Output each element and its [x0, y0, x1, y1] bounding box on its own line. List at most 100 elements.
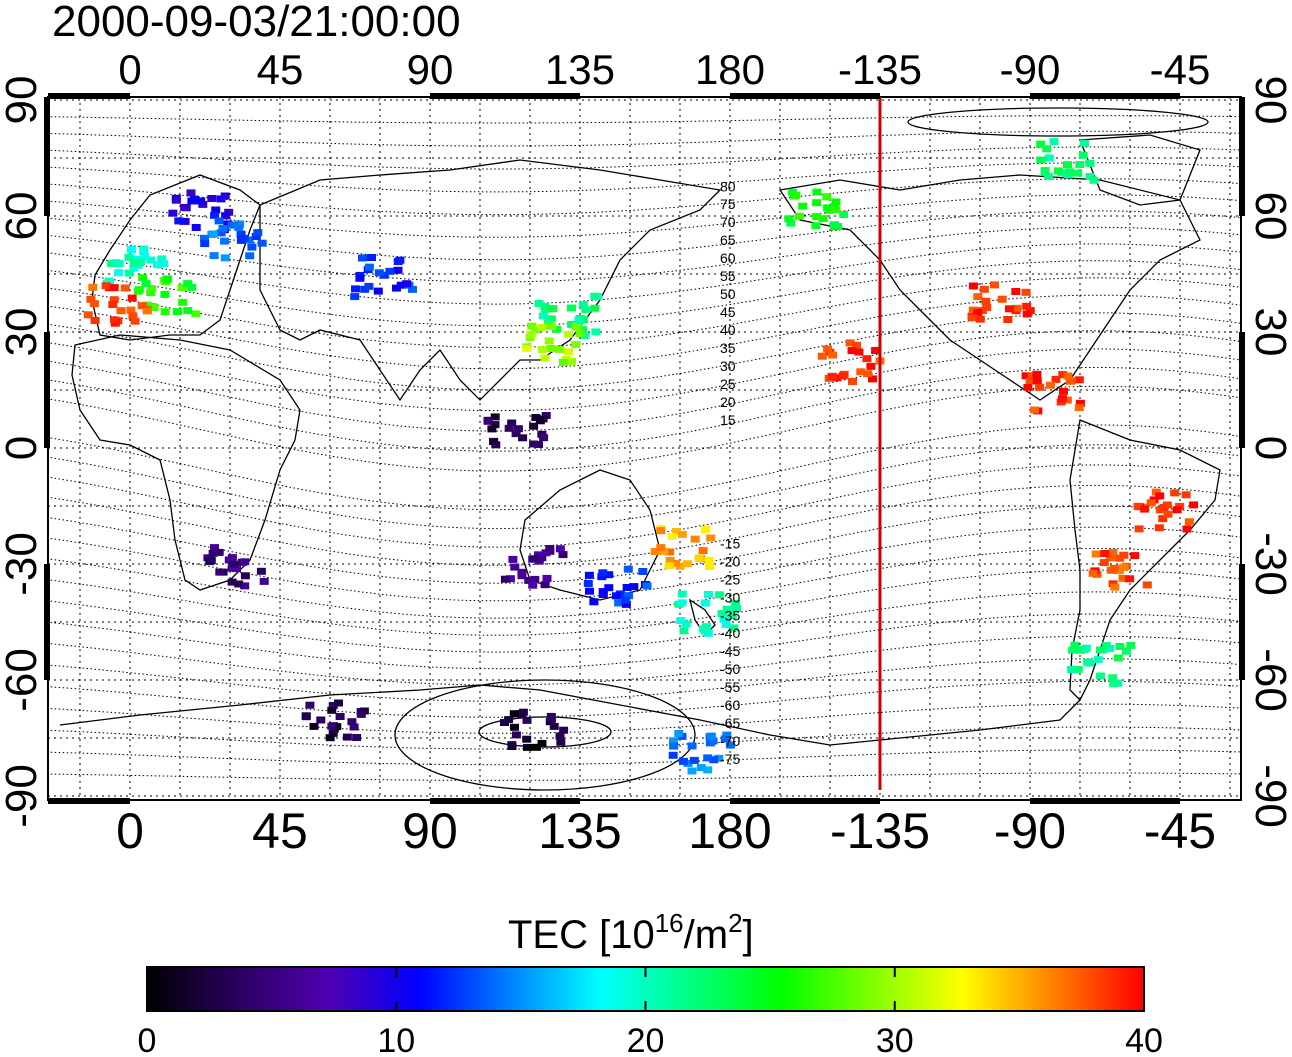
top-longitude-label: 45	[257, 46, 304, 93]
tec-sample-point	[838, 372, 848, 380]
tec-sample-point	[656, 527, 666, 535]
tec-sample-point	[1154, 524, 1164, 532]
tec-sample-point	[1012, 304, 1022, 312]
tec-sample-point	[240, 558, 250, 566]
tec-sample-point	[621, 596, 630, 604]
tec-sample-point	[571, 341, 581, 348]
tec-sample-point	[352, 734, 362, 741]
contour-line	[48, 194, 1241, 238]
tec-sample-point	[696, 764, 706, 772]
tec-sample-point	[1172, 506, 1182, 514]
tec-sample-point	[200, 240, 210, 248]
tec-sample-point	[1184, 518, 1194, 526]
contour-label: 75	[720, 196, 736, 212]
contour-line	[48, 366, 1241, 452]
tec-sample-point	[1181, 491, 1191, 499]
tec-sample-point	[1078, 151, 1088, 159]
tec-sample-point	[704, 556, 714, 564]
tec-sample-point	[546, 715, 556, 723]
tec-sample-point	[110, 316, 119, 324]
tec-sample-point	[395, 256, 405, 264]
tec-sample-point	[706, 732, 716, 740]
tec-sample-point	[257, 239, 267, 247]
tec-sample-point	[544, 337, 554, 345]
tec-sample-point	[305, 701, 315, 709]
tec-sample-point	[1074, 404, 1084, 412]
tec-sample-point	[845, 339, 855, 347]
tec-sample-point	[1140, 505, 1150, 513]
tec-sample-point	[1096, 672, 1105, 680]
tec-sample-point	[86, 295, 96, 303]
tec-sample-point	[614, 599, 624, 607]
tec-sample-point	[220, 192, 230, 200]
tec-sample-point	[656, 544, 666, 552]
contour-label: 70	[720, 214, 736, 230]
tec-sample-point	[168, 209, 178, 217]
tec-sample-point	[709, 756, 719, 764]
tec-sample-point	[402, 280, 412, 288]
tec-sample-point	[1066, 377, 1076, 385]
tec-sample-point	[982, 304, 992, 312]
tec-sample-point	[517, 568, 527, 576]
contour-labels: 80 75 70 65 60 55 50 45 40 35 30 25 20 15 -15 -20 -25 -30…	[720, 178, 740, 767]
tec-sample-point	[127, 294, 137, 302]
tec-sample-point	[227, 564, 237, 572]
tec-sample-point	[124, 253, 134, 261]
tec-sample-point	[1035, 383, 1045, 391]
tec-sample-point	[208, 549, 218, 557]
australia-coast	[519, 469, 661, 601]
top-frame-tick-bar	[730, 93, 880, 99]
contour-line	[48, 330, 1241, 412]
tec-sample-point	[677, 590, 687, 598]
tec-sample-point	[174, 217, 184, 225]
tec-sample-point	[687, 767, 697, 775]
tec-sample-point	[1119, 551, 1129, 559]
tec-sample-point	[558, 551, 568, 559]
tec-sample-point	[301, 713, 311, 721]
tec-sample-point	[559, 726, 569, 734]
bottom-frame-tick-bar	[48, 798, 130, 804]
contour-label: -75	[720, 751, 740, 767]
contour-line	[48, 772, 1241, 781]
tec-sample-point	[990, 281, 999, 289]
tec-sample-point	[667, 532, 677, 540]
tec-sample-point	[732, 605, 742, 613]
tec-sample-point	[227, 554, 237, 562]
tec-sample-point	[567, 320, 577, 328]
tec-sample-point	[580, 332, 590, 340]
right-latitude-label: 60	[1246, 192, 1292, 241]
tec-sample-point	[722, 605, 732, 613]
top-frame-tick-bar	[48, 93, 130, 99]
tec-sample-point	[1025, 377, 1035, 385]
tec-sample-point	[1099, 559, 1109, 567]
tec-sample-point	[1022, 310, 1032, 318]
tec-sample-point	[253, 229, 263, 237]
tec-sample-point	[538, 415, 548, 423]
tec-sample-point	[822, 193, 832, 201]
tec-sample-point	[1189, 501, 1199, 509]
tec-sample-point	[854, 348, 864, 356]
contour-line	[48, 464, 1241, 548]
tec-sample-point	[729, 624, 739, 632]
contour-line	[48, 130, 1241, 147]
tec-sample-point	[130, 317, 140, 325]
tec-sample-point	[234, 580, 244, 588]
tec-sample-point	[1003, 316, 1013, 323]
tec-sample-point	[129, 260, 139, 267]
antarctica-coast	[59, 684, 1081, 746]
tec-sample-point	[690, 535, 700, 543]
tec-sample-point	[245, 252, 255, 260]
bottom-longitude-label: -90	[994, 803, 1066, 859]
tec-sample-point	[621, 600, 631, 608]
tec-sample-point	[681, 620, 691, 628]
tec-sample-point	[604, 584, 614, 592]
contour-line	[48, 635, 1241, 686]
tec-sample-point	[700, 627, 710, 635]
tec-sample-point	[727, 611, 737, 619]
tec-sample-point	[392, 284, 401, 292]
tec-sample-point	[540, 354, 550, 362]
tec-sample-point	[325, 734, 335, 742]
tec-sample-point	[715, 591, 725, 599]
tec-sample-point	[220, 254, 230, 262]
tec-sample-point	[817, 352, 827, 360]
